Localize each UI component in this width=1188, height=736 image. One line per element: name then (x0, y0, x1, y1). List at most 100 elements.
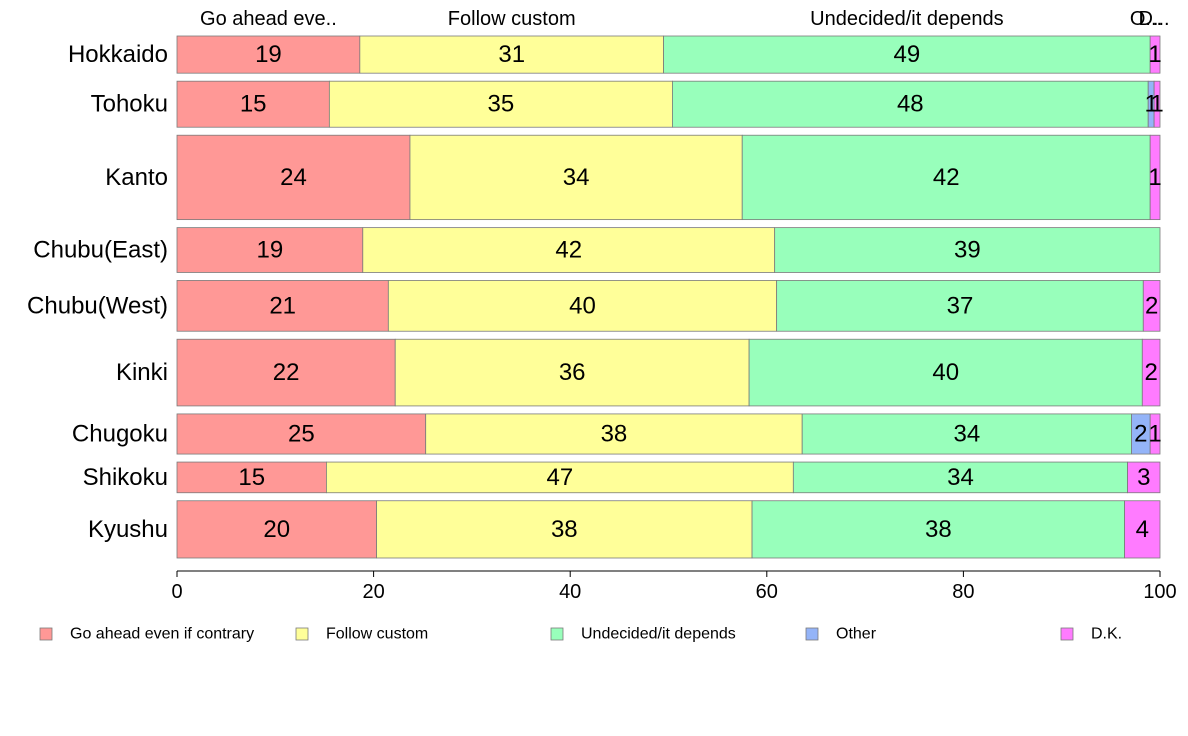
bar-chubu-east-go-ahead-even-if-contrary (176, 227, 364, 273)
legend-label-other: Other (836, 626, 877, 643)
x-tick-label-100: 100 (1143, 581, 1176, 603)
column-header-3: O... (1130, 8, 1162, 30)
category-label-chubu-west: Chubu(West) (27, 292, 168, 319)
data-label-hokkaido-undecided-it-depends: 49 (894, 41, 921, 68)
legend-label-follow-custom: Follow custom (326, 626, 428, 643)
bar-hokkaido-d-k (1149, 35, 1161, 74)
bar-kinki-go-ahead-even-if-contrary (176, 338, 396, 407)
bar-chubu-west-undecided-it-depends (776, 280, 1144, 332)
column-header-2: Undecided/it depends (810, 8, 1003, 30)
bar-chubu-east-follow-custom (362, 227, 776, 273)
x-tick-label-20: 20 (362, 581, 384, 603)
bar-kinki-follow-custom (394, 338, 750, 407)
data-label-tohoku-go-ahead-even-if-contrary: 15 (240, 91, 267, 118)
category-label-kinki: Kinki (116, 359, 168, 386)
bar-tohoku-undecided-it-depends (672, 80, 1149, 128)
bar-chubu-west-go-ahead-even-if-contrary (176, 280, 389, 332)
bar-shikoku-undecided-it-depends (792, 461, 1128, 494)
data-label-kanto-go-ahead-even-if-contrary: 24 (280, 164, 307, 191)
bar-hokkaido-follow-custom (359, 35, 664, 74)
data-label-kyushu-go-ahead-even-if-contrary: 20 (263, 516, 290, 543)
column-header-0: Go ahead eve.. (200, 8, 337, 30)
data-label-tohoku-follow-custom: 35 (488, 91, 515, 118)
bar-chubu-west-follow-custom (387, 280, 778, 332)
data-label-chubu-west-undecided-it-depends: 37 (947, 292, 974, 319)
legend-swatch-undecided-it-depends (550, 627, 564, 641)
data-label-kinki-go-ahead-even-if-contrary: 22 (273, 359, 300, 386)
data-label-chugoku-go-ahead-even-if-contrary: 25 (288, 420, 315, 447)
x-tick-label-40: 40 (559, 581, 581, 603)
category-label-chubu-east: Chubu(East) (33, 237, 168, 264)
category-labels: Hokkaido Tohoku Kanto Chubu(East) Chubu(West… (27, 41, 168, 543)
data-label-kinki-undecided-it-depends: 40 (932, 359, 959, 386)
bar-chugoku-undecided-it-depends (801, 413, 1132, 455)
bar-shikoku-d-k (1127, 461, 1161, 494)
legend-label-undecided-it-depends: Undecided/it depends (581, 626, 736, 643)
data-label-shikoku-follow-custom: 47 (547, 464, 574, 491)
bar-chugoku-follow-custom (425, 413, 803, 455)
data-label-hokkaido-go-ahead-even-if-contrary: 19 (255, 41, 282, 68)
data-label-tohoku-d-k: 1 (1150, 91, 1163, 118)
legend: Go ahead even if contrary Follow custom Un… (39, 626, 1122, 643)
data-label-chubu-east-go-ahead-even-if-contrary: 19 (257, 237, 284, 264)
data-label-kyushu-d-k: 4 (1136, 516, 1149, 543)
data-label-chugoku-d-k: 1 (1148, 420, 1161, 447)
data-label-chubu-east-follow-custom: 42 (555, 237, 582, 264)
data-label-kinki-d-k: 2 (1144, 359, 1157, 386)
bar-chubu-west-d-k (1142, 280, 1161, 332)
data-label-kyushu-follow-custom: 38 (551, 516, 578, 543)
data-label-chubu-east-undecided-it-depends: 39 (954, 237, 981, 264)
bar-chubu-east-undecided-it-depends (774, 227, 1161, 273)
bar-kinki-undecided-it-depends (748, 338, 1143, 407)
category-label-shikoku: Shikoku (83, 464, 168, 491)
data-label-chugoku-other: 2 (1134, 420, 1147, 447)
data-label-kanto-undecided-it-depends: 42 (933, 164, 960, 191)
data-label-shikoku-undecided-it-depends: 34 (947, 464, 974, 491)
bar-tohoku-go-ahead-even-if-contrary (176, 80, 330, 128)
x-tick-label-60: 60 (756, 581, 778, 603)
bar-chugoku-go-ahead-even-if-contrary (176, 413, 427, 455)
data-label-chubu-west-follow-custom: 40 (569, 292, 596, 319)
category-label-tohoku: Tohoku (91, 91, 168, 118)
category-label-kyushu: Kyushu (88, 516, 168, 543)
legend-swatch-go-ahead-even-if-contrary (39, 627, 53, 641)
bar-kanto-undecided-it-depends (741, 134, 1151, 221)
bar-kyushu-undecided-it-depends (751, 500, 1126, 559)
bar-kyushu-d-k (1124, 500, 1161, 559)
data-label-tohoku-undecided-it-depends: 48 (897, 91, 924, 118)
x-axis: 0 20 40 60 80 100 (171, 570, 1177, 603)
bar-shikoku-go-ahead-even-if-contrary (176, 461, 327, 494)
x-tick-label-80: 80 (952, 581, 974, 603)
category-label-chugoku: Chugoku (72, 420, 168, 447)
data-label-chugoku-undecided-it-depends: 34 (953, 420, 980, 447)
data-label-chugoku-follow-custom: 38 (601, 420, 628, 447)
bar-kyushu-follow-custom (376, 500, 753, 559)
legend-swatch-other (805, 627, 819, 641)
legend-label-d-k: D.K. (1091, 626, 1122, 643)
data-label-hokkaido-follow-custom: 31 (498, 41, 525, 68)
data-label-shikoku-d-k: 3 (1137, 464, 1150, 491)
legend-swatch-d-k (1060, 627, 1074, 641)
legend-swatch-follow-custom (295, 627, 309, 641)
bar-tohoku-d-k (1153, 80, 1161, 128)
bar-kanto-follow-custom (409, 134, 743, 221)
data-label-kanto-d-k: 1 (1148, 164, 1161, 191)
bar-kinki-d-k (1141, 338, 1161, 407)
x-tick-label-0: 0 (171, 581, 182, 603)
legend-label-go-ahead-even-if-contrary: Go ahead even if contrary (70, 626, 254, 643)
data-label-chubu-west-go-ahead-even-if-contrary: 21 (269, 292, 296, 319)
data-label-kanto-follow-custom: 34 (563, 164, 590, 191)
column-headers: Go ahead eve.. Follow custom Undecided/it … (200, 8, 1170, 30)
bar-kanto-d-k (1149, 134, 1161, 221)
category-label-kanto: Kanto (105, 164, 168, 191)
bar-tohoku-follow-custom (328, 80, 673, 128)
data-label-shikoku-go-ahead-even-if-contrary: 15 (238, 464, 265, 491)
column-header-1: Follow custom (448, 8, 576, 30)
bar-chugoku-d-k (1149, 413, 1161, 455)
data-label-chubu-west-d-k: 2 (1145, 292, 1158, 319)
category-label-hokkaido: Hokkaido (68, 41, 168, 68)
column-header-4: D... (1138, 8, 1169, 30)
data-label-kyushu-undecided-it-depends: 38 (925, 516, 952, 543)
